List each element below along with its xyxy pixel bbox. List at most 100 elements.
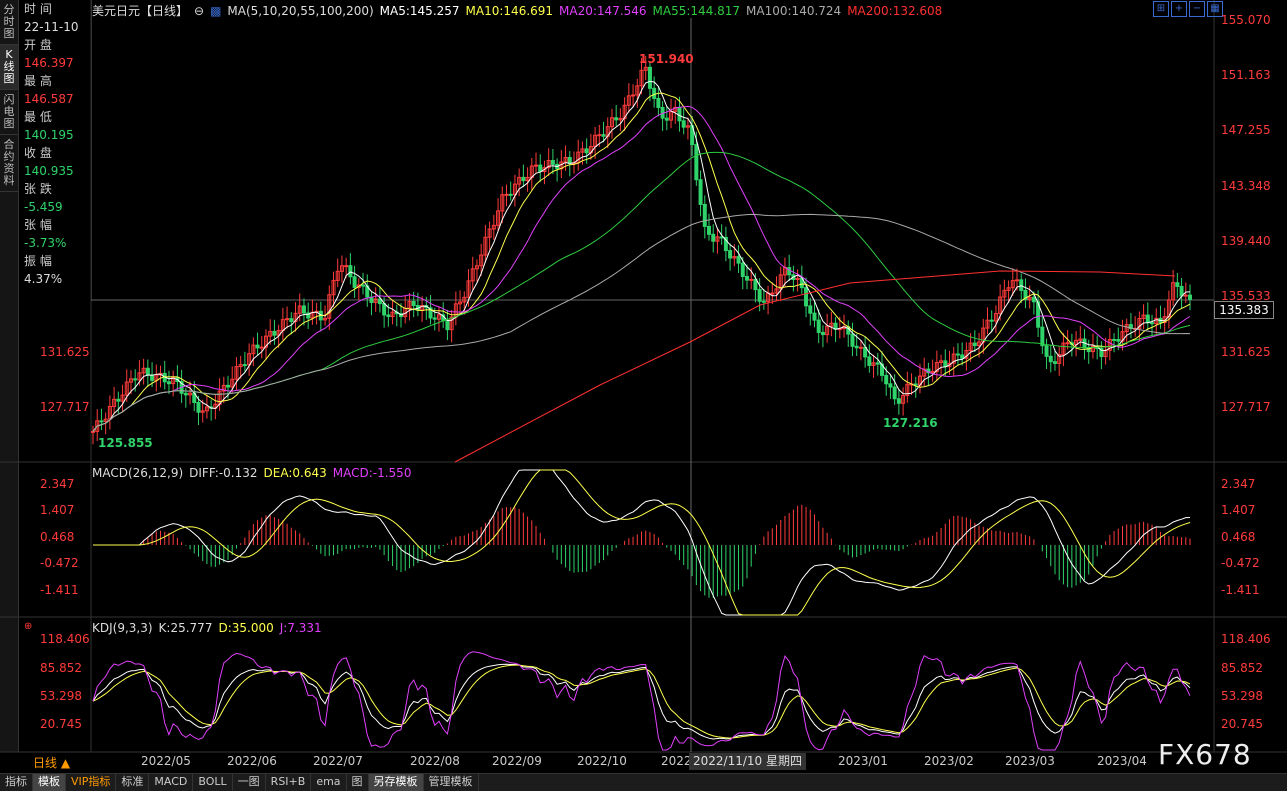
candle-body: [875, 362, 880, 365]
tile-icon[interactable]: ▦: [1207, 1, 1223, 17]
candle-body: [1023, 289, 1028, 300]
candle-body: [234, 366, 239, 380]
y-label: 143.348: [1221, 179, 1271, 193]
candle-body: [445, 320, 450, 331]
kdj-settings-icon[interactable]: ⊕: [24, 621, 33, 632]
candle-body: [327, 294, 332, 319]
candle-body: [888, 383, 893, 388]
high-annotation: 151.940: [639, 52, 694, 66]
save-template-button[interactable]: 另存模板: [368, 774, 424, 791]
candle-body: [128, 378, 133, 383]
tab-one-chart[interactable]: 一图: [233, 774, 266, 791]
candle-body: [255, 344, 260, 349]
change-pct-label: 张 幅: [24, 218, 52, 232]
kdj-y-label: 118.406: [1221, 632, 1271, 646]
chart-toolbar: ⊞ + − ▦: [1153, 1, 1223, 17]
kdj-header: KDJ(9,3,3) K:25.777 D:35.000 J:7.331: [92, 621, 328, 637]
ma20-line: [92, 105, 1191, 432]
candle-body: [609, 117, 614, 128]
y-label: 139.440: [1221, 234, 1271, 248]
candle-body: [1099, 348, 1104, 358]
ma-params[interactable]: MA(5,10,20,55,100,200): [227, 4, 374, 18]
candle-body: [1006, 287, 1011, 291]
candle-body: [521, 176, 526, 182]
tab-macd[interactable]: MACD: [149, 774, 194, 791]
candle-body: [643, 66, 648, 71]
candle-body: [681, 120, 686, 128]
x-label: 2022/05: [141, 754, 191, 768]
candle-body: [1065, 342, 1070, 345]
tab-boll[interactable]: BOLL: [193, 774, 233, 791]
symbol-title[interactable]: 美元日元【日线】: [92, 4, 189, 18]
candle-body: [1120, 331, 1125, 342]
tab-template[interactable]: 模板: [33, 774, 66, 791]
tab-indicators[interactable]: 指标: [0, 774, 33, 791]
x-label: 2022/10: [577, 754, 627, 768]
candle-body: [251, 344, 256, 355]
macd-name[interactable]: MACD(26,12,9): [92, 466, 184, 480]
candle-body: [998, 296, 1003, 315]
zoom-out-icon[interactable]: −: [1189, 1, 1205, 17]
tab-standard[interactable]: 标准: [116, 774, 150, 791]
kdj-name[interactable]: KDJ(9,3,3): [92, 621, 153, 635]
candle-body: [1010, 280, 1015, 289]
candle-body: [293, 312, 298, 322]
candle-body: [141, 367, 146, 374]
candle-body: [753, 278, 758, 291]
candle-body: [1040, 326, 1045, 347]
candle-body: [512, 183, 517, 196]
amplitude-label: 振 幅: [24, 254, 52, 268]
tab-kline[interactable]: K线图: [0, 45, 18, 90]
tab-flash[interactable]: 闪电图: [0, 90, 18, 135]
candle-body: [301, 305, 306, 314]
candle-body: [728, 250, 733, 259]
candle-body: [1116, 338, 1121, 342]
candle-body: [934, 362, 939, 373]
tab-contract[interactable]: 合约资料: [0, 135, 18, 192]
y-label-left: 127.717: [40, 400, 90, 414]
candle-body: [960, 354, 965, 359]
settings-icon[interactable]: ⊖: [194, 4, 205, 18]
kdj-y-label: 118.406: [40, 632, 90, 646]
candle-body: [1027, 296, 1032, 300]
candle-body: [137, 372, 142, 381]
crosshair-tool-icon[interactable]: ⊞: [1153, 1, 1169, 17]
macd-header: MACD(26,12,9) DIFF:-0.132 DEA:0.643 MACD:-1…: [92, 466, 417, 482]
ma100-line: [92, 213, 1191, 432]
tab-ema[interactable]: ema: [311, 774, 347, 791]
candle-body: [715, 236, 720, 242]
candles-group: [91, 55, 1192, 445]
candle-body: [462, 296, 467, 303]
tab-rsi[interactable]: RSI+B: [266, 774, 312, 791]
candle-body: [778, 274, 783, 290]
tab-vip-indicators[interactable]: VIP指标: [66, 774, 117, 791]
candle-body: [631, 94, 636, 97]
candle-body: [259, 346, 264, 349]
candle-body: [188, 392, 193, 396]
low-value: 140.195: [24, 128, 74, 142]
candle-body: [1107, 338, 1112, 351]
tab-chart[interactable]: 图: [347, 774, 369, 791]
candle-body: [1171, 282, 1176, 301]
candle-body: [390, 311, 395, 317]
candle-body: [871, 362, 876, 366]
candle-body: [694, 144, 699, 181]
time-label: 时 间: [24, 2, 52, 16]
candle-body: [968, 342, 973, 351]
tab-timeshare[interactable]: 分时图: [0, 0, 18, 45]
candle-body: [993, 313, 998, 322]
candle-body: [386, 314, 391, 317]
zoom-in-icon[interactable]: +: [1171, 1, 1187, 17]
x-label: 2022: [661, 754, 692, 768]
candle-body: [1128, 324, 1133, 330]
candle-body: [825, 325, 830, 336]
manage-template-button[interactable]: 管理模板: [424, 774, 479, 791]
candle-body: [348, 265, 353, 278]
candle-body: [896, 398, 901, 404]
period-button[interactable]: 日线 ▲: [33, 756, 71, 770]
candle-body: [854, 345, 859, 349]
candle-body: [1031, 296, 1036, 303]
candle-body: [829, 322, 834, 327]
candle-body: [892, 386, 897, 400]
